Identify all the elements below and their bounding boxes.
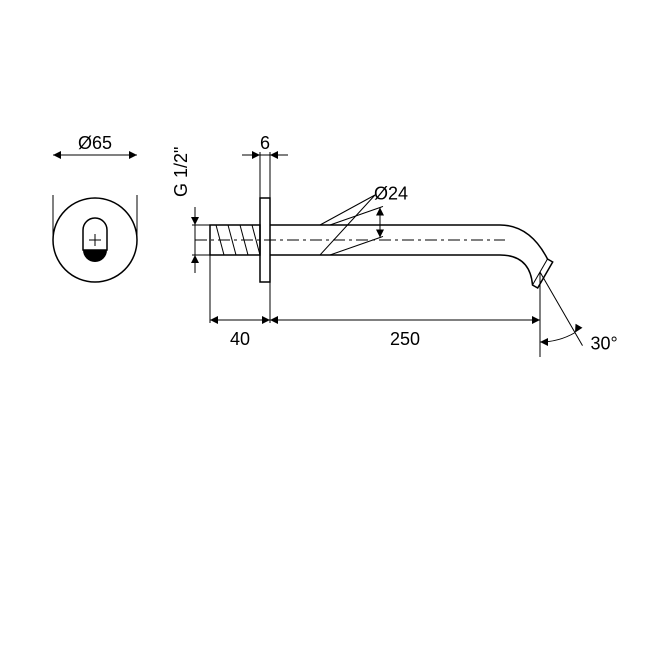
- dim-flange-diameter: Ø65: [78, 133, 112, 153]
- dim-outlet-angle: 30°: [591, 334, 618, 354]
- dim-spout-length: 250: [390, 329, 420, 349]
- dim-thread: G 1/2": [171, 147, 191, 197]
- spout-bore-front: [83, 250, 107, 262]
- dim-stub-length: 40: [230, 329, 250, 349]
- dim-spout-diameter: Ø24: [374, 184, 408, 204]
- dim-plate-thickness: 6: [260, 133, 270, 153]
